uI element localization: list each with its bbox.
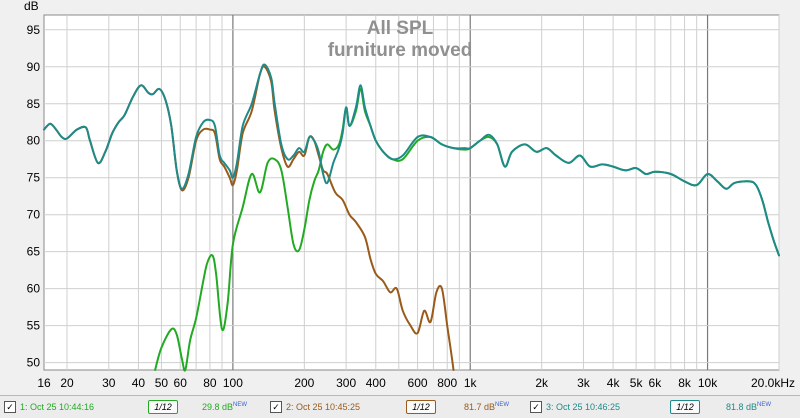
legend-checkbox-1[interactable]: ✓ (4, 401, 16, 413)
legend-level-1: 29.8 dBNEW (202, 402, 247, 412)
y-tick-label: 90 (27, 60, 41, 74)
legend-item-1[interactable]: ✓ 1: Oct 25 10:44:16 (4, 400, 94, 414)
legend-level-3: 81.8 dBNEW (726, 402, 771, 412)
legend-checkbox-2[interactable]: ✓ (270, 401, 282, 413)
x-tick-label: 400 (366, 376, 386, 390)
y-tick-label: 75 (27, 171, 41, 185)
x-tick-label: 3k (577, 376, 591, 390)
y-tick-label: 55 (27, 319, 41, 333)
plot-area (43, 14, 780, 371)
x-tick-label: 200 (294, 376, 314, 390)
x-tick-label: 50 (155, 376, 169, 390)
series-line-3 (43, 63, 780, 257)
y-tick-label: 50 (27, 356, 41, 370)
x-tick-label: 100 (223, 376, 243, 390)
legend-smoothing-1[interactable]: 1/12 (148, 400, 178, 414)
legend-new-badge-3: NEW (757, 402, 772, 408)
legend-item-2[interactable]: ✓ 2: Oct 25 10:45:25 (270, 400, 360, 414)
x-tick-label: 4k (607, 376, 621, 390)
x-tick-label: 800 (437, 376, 457, 390)
legend-level-value-1: 29.8 dB (202, 402, 234, 412)
legend-label-1: 1: Oct 25 10:44:16 (20, 402, 95, 412)
y-axis-unit: dB (24, 0, 39, 13)
x-tick-label: 60 (174, 376, 188, 390)
x-tick-label: 16 (37, 376, 51, 390)
legend-smoothing-2[interactable]: 1/12 (406, 400, 436, 414)
legend-level-2: 81.7 dBNEW (464, 402, 509, 412)
x-tick-label: 6k (649, 376, 663, 390)
series-lines (43, 63, 780, 372)
x-tick-label: 20.0kHz (751, 376, 795, 390)
y-tick-labels: 50 55 60 65 70 75 80 85 90 95 (27, 23, 41, 370)
chart-subtitle: furniture moved (328, 40, 473, 61)
spl-chart: 50 55 60 65 70 75 80 85 90 95 16 20 30 40 50 60 80 100 20… (24, 0, 795, 390)
legend-smoothing-3[interactable]: 1/12 (670, 400, 700, 414)
grid-lines (44, 15, 780, 370)
legend-label-2: 2: Oct 25 10:45:25 (286, 402, 361, 412)
y-tick-label: 60 (27, 282, 41, 296)
x-tick-label: 10k (698, 376, 718, 390)
x-tick-labels: 16 20 30 40 50 60 80 100 200 300 400 600 800 1k 2k 3k 4k… (37, 376, 795, 390)
x-tick-label: 40 (132, 376, 146, 390)
y-tick-label: 80 (27, 134, 41, 148)
y-tick-label: 95 (27, 23, 41, 37)
x-tick-label: 80 (203, 376, 217, 390)
legend-new-badge-1: NEW (233, 402, 248, 408)
y-tick-label: 85 (27, 97, 41, 111)
legend-level-value-3: 81.8 dB (726, 402, 758, 412)
x-tick-label: 30 (102, 376, 116, 390)
legend-bar: ✓ 1: Oct 25 10:44:16 1/12 29.8 dBNEW ✓ 2… (0, 395, 800, 418)
x-tick-label: 300 (336, 376, 356, 390)
legend-item-3[interactable]: ✓ 3: Oct 25 10:46:25 (530, 400, 620, 414)
legend-level-value-2: 81.7 dB (464, 402, 496, 412)
y-tick-label: 70 (27, 208, 41, 222)
y-tick-label: 65 (27, 245, 41, 259)
x-tick-label: 5k (630, 376, 644, 390)
x-tick-label: 8k (678, 376, 692, 390)
x-tick-label: 2k (535, 376, 549, 390)
legend-checkbox-3[interactable]: ✓ (530, 401, 542, 413)
x-tick-label: 1k (464, 376, 478, 390)
x-tick-label: 20 (60, 376, 74, 390)
chart-title: All SPL (367, 18, 434, 39)
legend-new-badge-2: NEW (495, 402, 510, 408)
x-tick-label: 600 (408, 376, 428, 390)
legend-label-3: 3: Oct 25 10:46:25 (546, 402, 621, 412)
